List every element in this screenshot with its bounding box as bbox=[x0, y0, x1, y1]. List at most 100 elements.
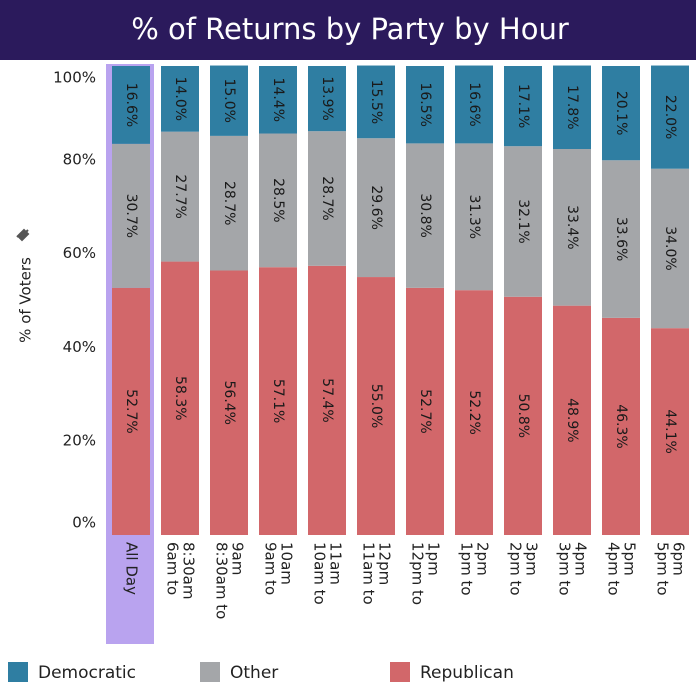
bar-segment bbox=[308, 131, 346, 266]
bar-segment bbox=[112, 287, 150, 535]
bar-segment bbox=[406, 143, 444, 288]
x-tick-label: 12pm to bbox=[409, 542, 427, 605]
x-tick-label: 2pm to bbox=[507, 542, 525, 596]
x-tick-label: 6pm bbox=[670, 542, 688, 576]
value-label: 17.1% bbox=[515, 84, 531, 128]
x-tick-label: All Day bbox=[123, 542, 141, 595]
bar-segment bbox=[455, 290, 493, 535]
value-label: 16.6% bbox=[466, 82, 482, 126]
value-label: 14.4% bbox=[270, 78, 286, 122]
bar-segment bbox=[357, 277, 395, 535]
value-label: 28.7% bbox=[221, 181, 237, 225]
value-label: 33.6% bbox=[613, 217, 629, 261]
value-label: 14.0% bbox=[172, 77, 188, 121]
x-tick-label: 9am bbox=[229, 542, 247, 575]
value-label: 15.0% bbox=[221, 78, 237, 122]
bar-segment bbox=[651, 65, 689, 169]
value-label: 34.0% bbox=[662, 226, 678, 270]
value-label: 33.4% bbox=[564, 205, 580, 249]
value-label: 16.5% bbox=[417, 82, 433, 126]
bar-segment bbox=[210, 270, 248, 535]
value-label: 22.0% bbox=[662, 95, 678, 139]
legend-swatch bbox=[8, 662, 28, 682]
bar-segment bbox=[651, 328, 689, 535]
x-tick-label: 4pm to bbox=[605, 542, 623, 596]
legend-swatch bbox=[390, 662, 410, 682]
x-tick-label: 1pm bbox=[425, 542, 443, 576]
x-tick-label: 8:30am bbox=[180, 542, 198, 600]
value-label: 16.6% bbox=[123, 83, 139, 127]
y-tick-label: 0% bbox=[72, 514, 96, 532]
value-label: 28.7% bbox=[319, 176, 335, 220]
value-label: 29.6% bbox=[368, 185, 384, 229]
value-label: 52.2% bbox=[466, 390, 482, 434]
bar-segment bbox=[504, 146, 542, 297]
value-label: 52.7% bbox=[417, 389, 433, 433]
x-tick-label: 3pm to bbox=[556, 542, 574, 596]
value-label: 46.3% bbox=[613, 404, 629, 448]
bar-segment bbox=[602, 66, 640, 161]
x-tick-label: 10am bbox=[278, 542, 296, 585]
value-label: 56.4% bbox=[221, 380, 237, 424]
bar-segment bbox=[357, 138, 395, 278]
bar-segment bbox=[553, 149, 591, 306]
value-label: 13.9% bbox=[319, 76, 335, 120]
bar-segment bbox=[308, 66, 346, 132]
bar-segment bbox=[553, 305, 591, 535]
value-label: 20.1% bbox=[613, 91, 629, 135]
value-label: 32.1% bbox=[515, 199, 531, 243]
title-bar bbox=[0, 0, 696, 60]
legend-label: Democratic bbox=[38, 663, 136, 683]
x-tick-label: 3pm bbox=[523, 542, 541, 576]
chart-title: % of Returns by Party by Hour bbox=[131, 12, 569, 46]
value-label: 57.1% bbox=[270, 379, 286, 423]
value-label: 48.9% bbox=[564, 398, 580, 442]
x-tick-label: 8:30am to bbox=[213, 542, 231, 619]
bar-segment bbox=[553, 65, 591, 150]
bar-segment bbox=[602, 317, 640, 535]
value-label: 27.7% bbox=[172, 174, 188, 218]
y-tick-label: 20% bbox=[63, 432, 96, 450]
bar-segment bbox=[504, 296, 542, 535]
bar-segment bbox=[308, 265, 346, 535]
bar-segment bbox=[161, 131, 199, 262]
value-label: 17.8% bbox=[564, 85, 580, 129]
bar-segment bbox=[406, 66, 444, 144]
x-tick-label: 4pm bbox=[572, 542, 590, 576]
x-tick-label: 10am to bbox=[311, 542, 329, 605]
value-label: 58.3% bbox=[172, 376, 188, 420]
value-label: 50.8% bbox=[515, 394, 531, 438]
bar-segment bbox=[259, 267, 297, 535]
bar-segment bbox=[210, 65, 248, 136]
value-label: 30.7% bbox=[123, 194, 139, 238]
bar-segment bbox=[602, 160, 640, 318]
bar-segment bbox=[112, 143, 150, 288]
pin-icon bbox=[16, 228, 30, 242]
bar-segment bbox=[455, 143, 493, 291]
bar-segment bbox=[651, 168, 689, 329]
value-label: 30.8% bbox=[417, 193, 433, 237]
bar-segment bbox=[161, 261, 199, 535]
value-label: 44.1% bbox=[662, 409, 678, 453]
x-tick-label: 5pm bbox=[621, 542, 639, 576]
bar-segment bbox=[259, 66, 297, 134]
value-label: 28.5% bbox=[270, 178, 286, 222]
value-label: 55.0% bbox=[368, 384, 384, 428]
bar-segment bbox=[210, 135, 248, 271]
y-tick-label: 100% bbox=[53, 69, 96, 87]
x-tick-label: 2pm bbox=[474, 542, 492, 576]
value-label: 52.7% bbox=[123, 389, 139, 433]
bar-segment bbox=[455, 65, 493, 144]
x-tick-label: 12pm bbox=[376, 542, 394, 585]
y-tick-label: 60% bbox=[63, 244, 96, 262]
x-tick-label: 11am to bbox=[360, 542, 378, 605]
y-tick-label: 40% bbox=[63, 338, 96, 356]
legend-swatch bbox=[200, 662, 220, 682]
legend-label: Other bbox=[230, 663, 278, 683]
x-tick-label: 11am bbox=[327, 542, 345, 585]
legend-label: Republican bbox=[420, 663, 514, 683]
x-tick-label: 6am to bbox=[164, 542, 182, 595]
y-tick-label: 80% bbox=[63, 150, 96, 168]
